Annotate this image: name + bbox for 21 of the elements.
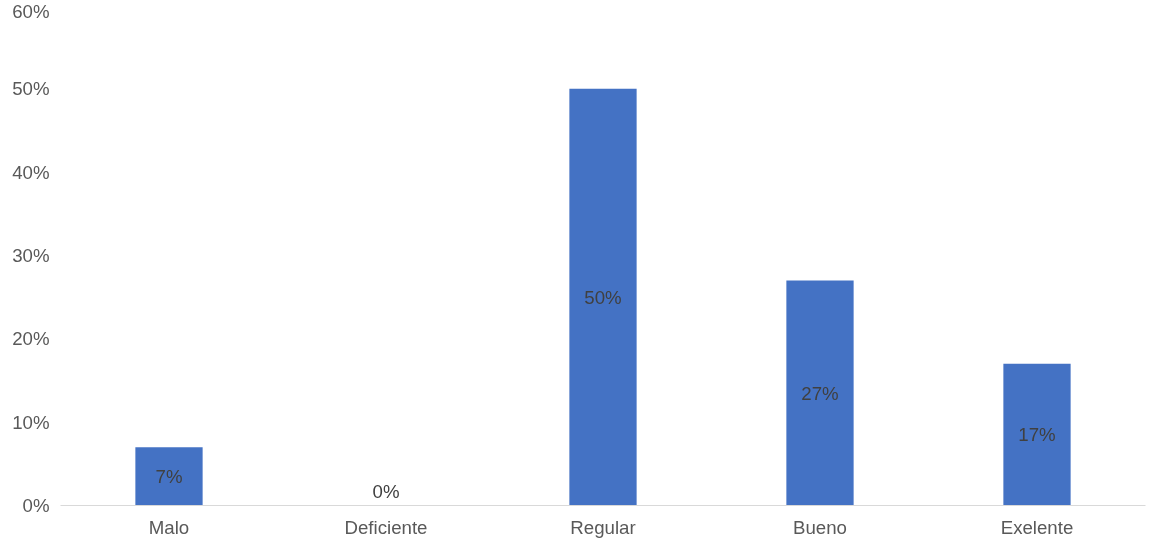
x-tick-label: Malo bbox=[148, 516, 190, 538]
y-tick-label: 30% bbox=[12, 245, 50, 266]
y-tick-label: 0% bbox=[22, 495, 50, 516]
y-tick-label: 10% bbox=[12, 411, 50, 433]
x-tick-label: Bueno bbox=[793, 516, 847, 538]
data-label: 7% bbox=[155, 465, 183, 487]
data-label: 27% bbox=[801, 382, 839, 404]
bar bbox=[786, 280, 854, 506]
y-tick-label: 20% bbox=[12, 328, 50, 350]
data-label: 50% bbox=[584, 286, 622, 308]
x-tick-label: Exelente bbox=[1000, 516, 1074, 538]
data-label: 17% bbox=[1018, 424, 1056, 446]
y-tick-label: 40% bbox=[12, 161, 50, 183]
bar bbox=[135, 447, 203, 506]
data-label: 0% bbox=[372, 481, 400, 502]
x-tick-label: Regular bbox=[570, 516, 636, 538]
bar bbox=[569, 88, 637, 506]
bar bbox=[1003, 363, 1071, 506]
y-tick-label: 50% bbox=[12, 78, 50, 100]
x-tick-label: Deficiente bbox=[344, 516, 428, 538]
y-tick-label: 60% bbox=[12, 0, 50, 22]
